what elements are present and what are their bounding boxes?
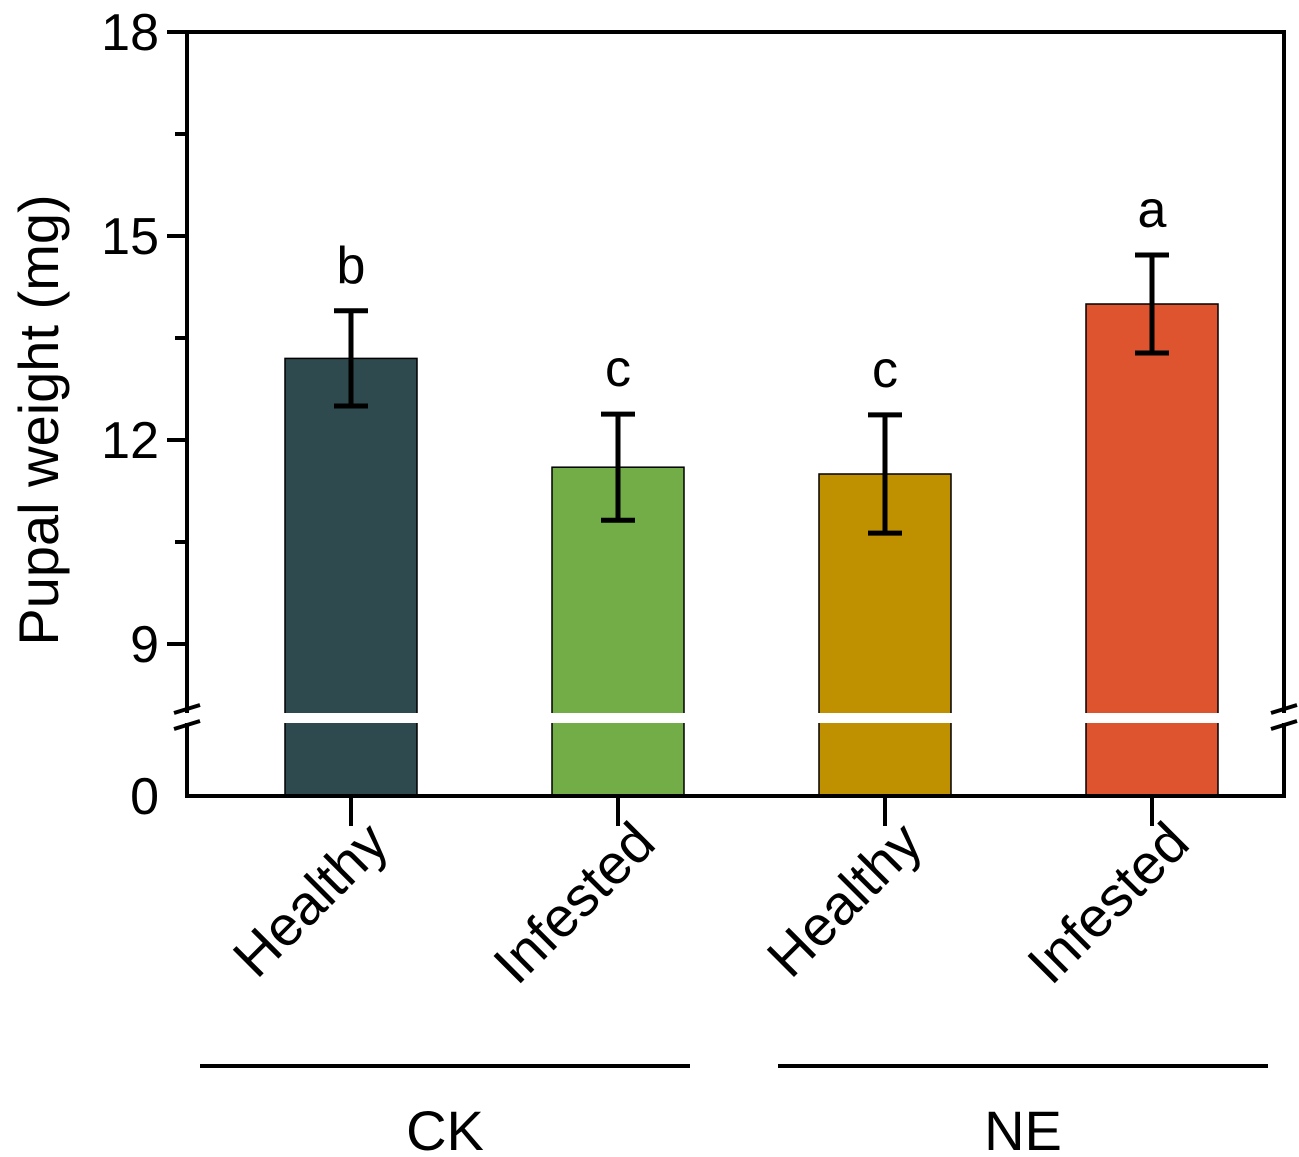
axis-break-band [190, 713, 1281, 723]
category-label-2: Infested [481, 810, 666, 995]
y-tick-label-18: 18 [101, 4, 159, 62]
group-label-ne: NE [984, 1099, 1062, 1157]
break-mark-left-2 [173, 719, 201, 731]
break-mark-right-2 [1270, 719, 1298, 731]
y-tick-label-0: 0 [130, 768, 159, 826]
break-mark-left-1 [173, 703, 201, 715]
category-label-4: Infested [1015, 810, 1200, 995]
significance-label-1: b [337, 237, 366, 295]
break-mark-right-1 [1270, 703, 1298, 715]
category-label-3: Healthy [755, 810, 934, 989]
category-label-1: Healthy [221, 810, 400, 989]
y-axis-title: Pupal weight (mg) [7, 194, 70, 645]
y-tick-label-9: 9 [130, 616, 159, 674]
axes-layer [167, 30, 1298, 1068]
y-tick-label-12: 12 [101, 412, 159, 470]
y-tick-label-15: 15 [101, 208, 159, 266]
significance-label-4: a [1138, 181, 1167, 239]
group-label-ck: CK [406, 1099, 484, 1157]
significance-label-2: c [605, 340, 631, 398]
significance-label-3: c [872, 341, 898, 399]
bar-1 [284, 357, 418, 797]
